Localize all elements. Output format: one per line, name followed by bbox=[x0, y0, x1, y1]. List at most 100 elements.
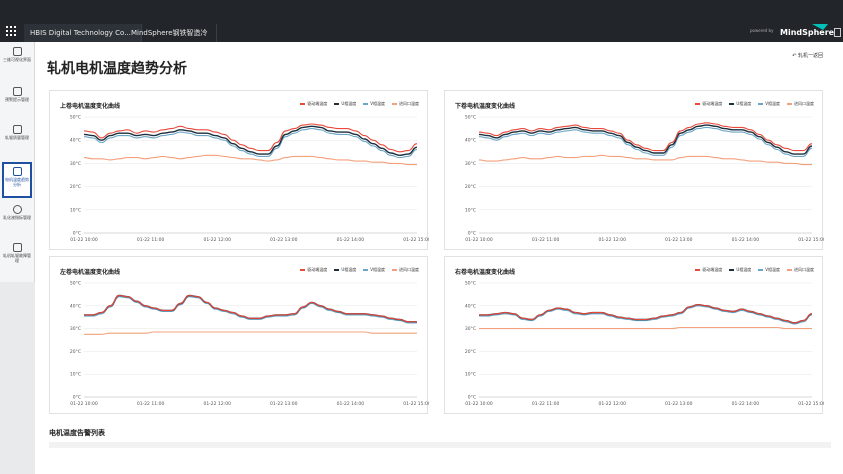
y-tick-label: 20°C bbox=[465, 349, 476, 355]
chart-card-right: 右卷电机温度变化曲线 驱动端温度 U相温度 V相温度 进风口温度 0°C 10°C 20°C 3… bbox=[444, 256, 824, 414]
x-tick-label: 01-22 15:00 bbox=[403, 401, 429, 407]
x-tick-label: 01-22 11:00 bbox=[532, 237, 560, 243]
legend-label: U相温度 bbox=[736, 101, 752, 106]
y-tick-label: 0°C bbox=[468, 395, 476, 401]
legend-label: 驱动端温度 bbox=[702, 101, 723, 106]
x-tick-label: 01-22 15:00 bbox=[403, 237, 429, 243]
legend-item[interactable]: 驱动端温度 bbox=[300, 267, 327, 273]
gauge-icon bbox=[12, 205, 22, 214]
chart-legend: 驱动端温度 U相温度 V相温度 进风口温度 bbox=[300, 101, 419, 107]
y-tick-label: 40°C bbox=[70, 138, 81, 144]
tab-hbis[interactable]: HBIS Digital Technology Co... bbox=[24, 24, 142, 42]
series-line bbox=[478, 305, 813, 325]
legend-item[interactable]: 进风口温度 bbox=[392, 101, 419, 107]
x-tick-label: 01-22 12:00 bbox=[203, 401, 231, 407]
sidebar-item-fault[interactable]: 轧机轧辊故障管理 bbox=[2, 240, 32, 276]
legend-swatch bbox=[334, 269, 340, 271]
legend-label: 驱动端温度 bbox=[307, 267, 328, 272]
logout-icon[interactable] bbox=[834, 28, 841, 37]
sidebar-item-3d-view[interactable]: 三维可视化界面 bbox=[2, 44, 32, 80]
sidebar-item-motor-temp[interactable]: 电机温度趋势分析 bbox=[2, 162, 32, 198]
legend-item[interactable]: V相温度 bbox=[758, 101, 780, 107]
legend-item[interactable]: 驱动端温度 bbox=[300, 101, 327, 107]
x-tick-label: 01-22 11:00 bbox=[137, 237, 165, 243]
chart-card-lower: 下卷电机温度变化曲线 驱动端温度 U相温度 V相温度 进风口温度 0°C 10°C 20°C 3… bbox=[444, 90, 824, 250]
y-tick-label: 20°C bbox=[70, 184, 81, 190]
legend-item[interactable]: U相温度 bbox=[334, 267, 356, 273]
legend-item[interactable]: V相温度 bbox=[758, 267, 780, 273]
series-line bbox=[478, 124, 813, 155]
sidebar-item-emulsion[interactable]: 乳化液指标管理 bbox=[2, 202, 32, 238]
sidebar-item-label: 轧辊质量管理 bbox=[5, 135, 29, 140]
series-line bbox=[83, 294, 417, 323]
x-tick-label: 01-22 13:00 bbox=[665, 237, 693, 243]
sidebar: 三维可视化界面 预警提示管理 轧辊质量管理 电机温度趋势分析 乳化液指标管理 轧… bbox=[0, 42, 35, 282]
legend-item[interactable]: 驱动端温度 bbox=[695, 101, 722, 107]
legend-swatch bbox=[392, 103, 397, 105]
y-tick-label: 50°C bbox=[465, 281, 476, 287]
sidebar-item-label: 预警提示管理 bbox=[5, 97, 29, 102]
legend-swatch bbox=[363, 269, 369, 271]
legend-label: V相温度 bbox=[370, 267, 385, 272]
x-tick-label: 01-22 12:00 bbox=[203, 237, 231, 243]
legend-item[interactable]: U相温度 bbox=[729, 101, 751, 107]
mindsphere-logo: powered by MindSphere bbox=[750, 24, 835, 42]
line-chart: 0°C 10°C 20°C 30°C 40°C 50°C 01-22 10:00 01-22 … bbox=[70, 281, 429, 408]
legend-swatch bbox=[392, 269, 397, 271]
y-tick-label: 30°C bbox=[70, 161, 81, 167]
legend-label: 进风口温度 bbox=[794, 267, 814, 272]
legend-swatch bbox=[787, 269, 792, 271]
chart-title: 下卷电机温度变化曲线 bbox=[455, 103, 516, 110]
sidebar-item-alerts[interactable]: 预警提示管理 bbox=[2, 84, 32, 120]
legend-item[interactable]: 进风口温度 bbox=[392, 267, 419, 273]
y-tick-label: 0°C bbox=[73, 395, 81, 401]
y-tick-label: 20°C bbox=[70, 349, 81, 355]
line-chart: 0°C 10°C 20°C 30°C 40°C 50°C 01-22 10:00 01-22 … bbox=[70, 115, 429, 244]
series-line bbox=[478, 126, 813, 157]
legend-label: U相温度 bbox=[736, 267, 752, 272]
line-chart: 0°C 10°C 20°C 30°C 40°C 50°C 01-22 10:00 01-22 … bbox=[465, 281, 824, 408]
back-link[interactable]: ↶ 轧机一返回 bbox=[792, 53, 823, 59]
legend-item[interactable]: V相温度 bbox=[363, 267, 385, 273]
y-tick-label: 50°C bbox=[465, 115, 476, 121]
series-line bbox=[478, 304, 813, 324]
series-line bbox=[83, 123, 418, 153]
series-line bbox=[83, 125, 418, 157]
legend-swatch bbox=[787, 103, 792, 105]
app-launcher-icon[interactable] bbox=[6, 26, 16, 36]
y-tick-label: 30°C bbox=[465, 161, 476, 167]
legend-item[interactable]: 驱动端温度 bbox=[695, 267, 722, 273]
legend-item[interactable]: V相温度 bbox=[363, 101, 385, 107]
sidebar-item-label: 三维可视化界面 bbox=[3, 57, 31, 62]
x-tick-label: 01-22 15:00 bbox=[798, 401, 824, 407]
series-line bbox=[478, 122, 813, 152]
alarm-list-table bbox=[49, 442, 831, 448]
series-line bbox=[84, 331, 417, 335]
y-tick-label: 50°C bbox=[70, 281, 81, 287]
chart-legend: 驱动端温度 U相温度 V相温度 进风口温度 bbox=[300, 267, 419, 273]
x-tick-label: 01-22 10:00 bbox=[70, 237, 98, 243]
legend-label: 进风口温度 bbox=[399, 101, 419, 106]
x-tick-label: 01-22 10:00 bbox=[465, 401, 493, 407]
series-line bbox=[83, 296, 418, 324]
sidebar-item-roll-quality[interactable]: 轧辊质量管理 bbox=[2, 122, 32, 158]
legend-item[interactable]: U相温度 bbox=[334, 101, 356, 107]
x-tick-label: 01-22 10:00 bbox=[70, 401, 98, 407]
legend-item[interactable]: U相温度 bbox=[729, 267, 751, 273]
x-tick-label: 01-22 12:00 bbox=[598, 237, 626, 243]
chart-title: 上卷电机温度变化曲线 bbox=[60, 103, 121, 110]
tab-mindsphere-app[interactable]: MindSphere钢铁智造冷轧... bbox=[125, 24, 217, 55]
legend-item[interactable]: 进风口温度 bbox=[787, 267, 814, 273]
y-tick-label: 10°C bbox=[465, 207, 476, 213]
y-tick-label: 40°C bbox=[70, 303, 81, 309]
brand-name: MindSphere bbox=[780, 28, 835, 37]
legend-swatch bbox=[758, 103, 764, 105]
sidebar-item-label: 轧机轧辊故障管理 bbox=[3, 253, 31, 263]
y-tick-label: 30°C bbox=[70, 326, 81, 332]
sidebar-item-label: 乳化液指标管理 bbox=[3, 215, 31, 220]
top-bar: HBIS Digital Technology Co... MindSphere… bbox=[0, 0, 843, 55]
y-tick-label: 10°C bbox=[465, 372, 476, 378]
y-tick-label: 10°C bbox=[70, 372, 81, 378]
chart-title: 左卷电机温度变化曲线 bbox=[60, 269, 121, 276]
legend-item[interactable]: 进风口温度 bbox=[787, 101, 814, 107]
